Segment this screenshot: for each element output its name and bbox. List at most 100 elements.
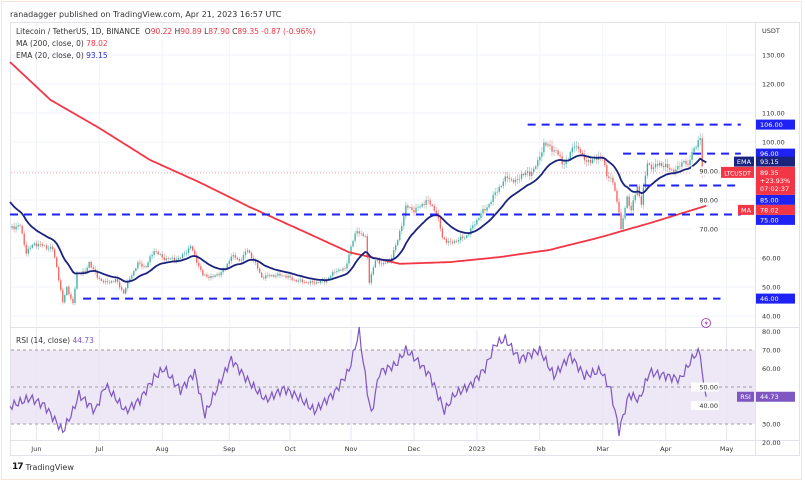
candle [295, 278, 297, 283]
candle-body [533, 168, 535, 173]
candle [62, 287, 64, 305]
candle-body [220, 272, 222, 276]
ema-legend[interactable]: EMA (20, close, 0) 93.15 [16, 51, 108, 60]
rsi-legend[interactable]: RSI (14, close) 44.73 [16, 336, 94, 345]
candle [169, 257, 172, 260]
candle-body [468, 234, 470, 236]
candle [370, 271, 373, 286]
tradingview-logo-icon: 17 [12, 462, 23, 472]
candle [591, 158, 594, 165]
symbol-name[interactable]: Litecoin / TetherUS, 1D, BINANCE [16, 27, 140, 36]
candle [220, 269, 222, 278]
candle-body [579, 149, 582, 153]
candle [464, 235, 466, 241]
candle [547, 141, 549, 148]
price-axis-tick: 60.00 [762, 255, 781, 263]
candle [441, 226, 444, 240]
candle-body [344, 268, 346, 270]
candle [498, 184, 500, 195]
candle [27, 245, 29, 257]
candle-body [667, 163, 669, 168]
candle-body [317, 282, 320, 283]
candle [299, 276, 301, 283]
candle-body [315, 282, 318, 284]
candle [600, 152, 602, 162]
candle [480, 210, 482, 221]
candle [307, 281, 310, 285]
candle [208, 273, 210, 281]
candle-body [577, 146, 580, 150]
candle [344, 265, 346, 271]
candle [516, 174, 519, 185]
change-value: -0.87 (-0.96%) [261, 27, 316, 36]
candle-body [445, 239, 448, 243]
ma-legend[interactable]: MA (200, close, 0) 78.02 [16, 39, 108, 48]
candle-body [338, 269, 340, 272]
lightning-icon [701, 318, 711, 328]
candle [129, 275, 131, 284]
candle-body [76, 272, 78, 289]
level-tag-value: 75.00 [760, 216, 779, 224]
lightning-icon-glyph [704, 320, 708, 327]
level-tag [756, 293, 795, 304]
candle-body [691, 151, 693, 160]
candle-body [256, 262, 259, 269]
ema-value: 93.15 [86, 51, 108, 60]
candle [618, 197, 620, 216]
candle-body [183, 253, 186, 255]
candle-body [354, 233, 356, 241]
candle-body [419, 206, 421, 208]
candle-body [569, 152, 571, 160]
candle-body [277, 273, 279, 276]
candle [258, 266, 261, 275]
candle [360, 230, 362, 237]
candle-body [384, 262, 387, 264]
candle-body [498, 186, 500, 192]
candle [401, 222, 403, 235]
candle [656, 159, 659, 170]
candle [662, 162, 665, 171]
candle-body [472, 225, 474, 229]
candle [183, 250, 186, 257]
candle [305, 281, 308, 284]
ema20-line [9, 154, 707, 283]
candle-body [457, 240, 460, 242]
candle-body [145, 266, 147, 268]
candle-body [265, 275, 267, 279]
candle-body [287, 275, 289, 278]
candle-body [433, 205, 435, 211]
candle [571, 143, 574, 156]
candle-body [650, 164, 653, 170]
candle-body [64, 295, 66, 303]
candle-body [70, 294, 72, 299]
candle [161, 251, 163, 261]
candle [472, 221, 474, 232]
candle-body [459, 236, 462, 241]
candle [352, 239, 354, 248]
candle-body [19, 225, 21, 226]
candle [553, 145, 555, 157]
candle [145, 264, 147, 269]
candle-body [330, 275, 332, 278]
candle-body [311, 281, 314, 283]
rsi-value: 44.73 [72, 336, 94, 345]
candle [33, 241, 36, 247]
candle-body [449, 241, 452, 243]
candle-body [295, 280, 297, 282]
candle [261, 271, 263, 279]
candle-body [84, 270, 86, 272]
tradingview-logo[interactable]: 17 TradingView [12, 462, 74, 472]
candle-body [271, 275, 273, 277]
candle [49, 243, 52, 252]
candle-body [51, 246, 54, 250]
candle-body [267, 275, 269, 276]
candle-body [612, 177, 614, 183]
price-axis-tick-bg [691, 195, 719, 205]
candle [354, 230, 356, 244]
candle-body [226, 263, 228, 270]
candle-body [236, 257, 239, 260]
candle-body [409, 207, 411, 208]
candle-body [370, 274, 373, 283]
candle [265, 272, 267, 281]
